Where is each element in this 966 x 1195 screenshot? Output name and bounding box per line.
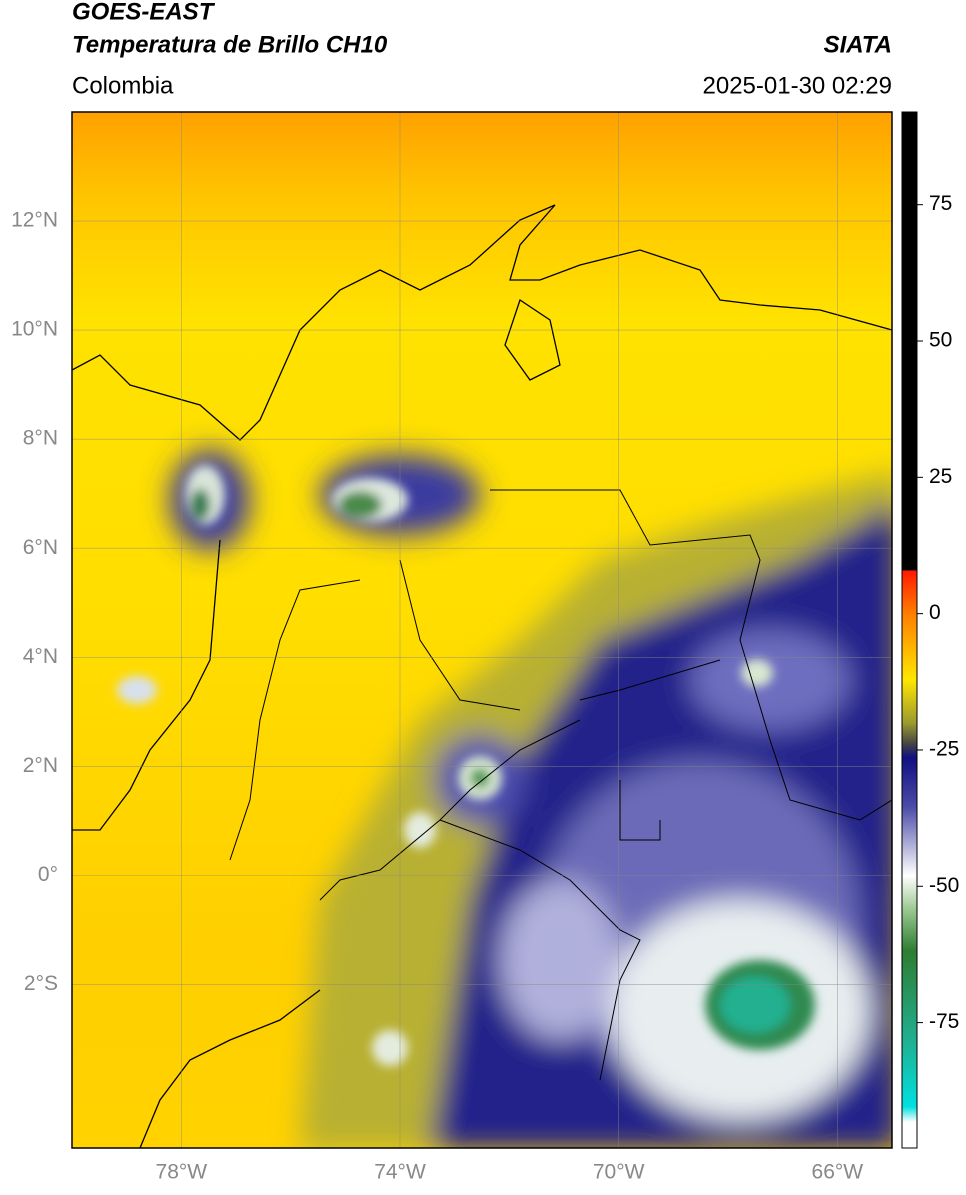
convective-cores	[117, 465, 815, 1066]
colorbar-tick-label: 75	[929, 192, 952, 215]
subtitle: Temperatura de Brillo CH10	[72, 31, 388, 58]
core	[470, 768, 490, 788]
graticule	[72, 112, 892, 1148]
colorbar-tick-label: 25	[929, 465, 952, 488]
lake	[504, 298, 561, 381]
coastline	[72, 204, 892, 441]
datetime: 2025-01-30 02:29	[703, 72, 893, 99]
border	[619, 780, 661, 841]
lon-tick-label: 66°W	[812, 1161, 864, 1184]
lat-tick-label: 10°N	[11, 318, 58, 341]
lat-tick-label: 12°N	[11, 209, 58, 232]
cloud	[500, 880, 620, 1040]
lat-tick-label: 4°N	[23, 645, 58, 668]
lat-tick-label: 2°S	[24, 972, 58, 995]
colorbar-tick-label: -75	[929, 1010, 959, 1033]
colorbar-tick-label: 50	[929, 329, 952, 352]
border	[399, 559, 521, 711]
coastlines	[72, 204, 892, 1148]
border	[229, 579, 361, 861]
border	[579, 659, 721, 701]
border	[439, 819, 641, 1081]
lat-tick-label: 0°	[38, 863, 58, 886]
colorbar-tick-label: -50	[929, 874, 959, 897]
lat-tick-label: 6°N	[23, 536, 58, 559]
coastline	[139, 989, 321, 1148]
colorbar-tick-label: -25	[929, 738, 959, 761]
core	[404, 812, 436, 848]
lon-tick-label: 78°W	[156, 1161, 208, 1184]
colorbar-tick-label: 0	[929, 601, 941, 624]
coastline	[72, 539, 221, 831]
lat-tick-label: 2°N	[23, 754, 58, 777]
source: SIATA	[824, 31, 892, 58]
colorbar	[901, 111, 918, 1149]
core	[741, 659, 773, 687]
satellite-image	[72, 112, 892, 1148]
core	[372, 1030, 408, 1066]
core	[117, 676, 157, 704]
border	[490, 489, 892, 821]
core	[720, 977, 790, 1033]
core	[338, 491, 382, 519]
title: GOES-EAST	[72, 0, 216, 25]
map-frame	[71, 111, 893, 1149]
lon-tick-label: 74°W	[374, 1161, 426, 1184]
lat-tick-label: 8°N	[23, 427, 58, 450]
core	[190, 489, 210, 521]
region: Colombia	[72, 72, 174, 99]
borders	[229, 489, 892, 1081]
lon-tick-label: 70°W	[593, 1161, 645, 1184]
